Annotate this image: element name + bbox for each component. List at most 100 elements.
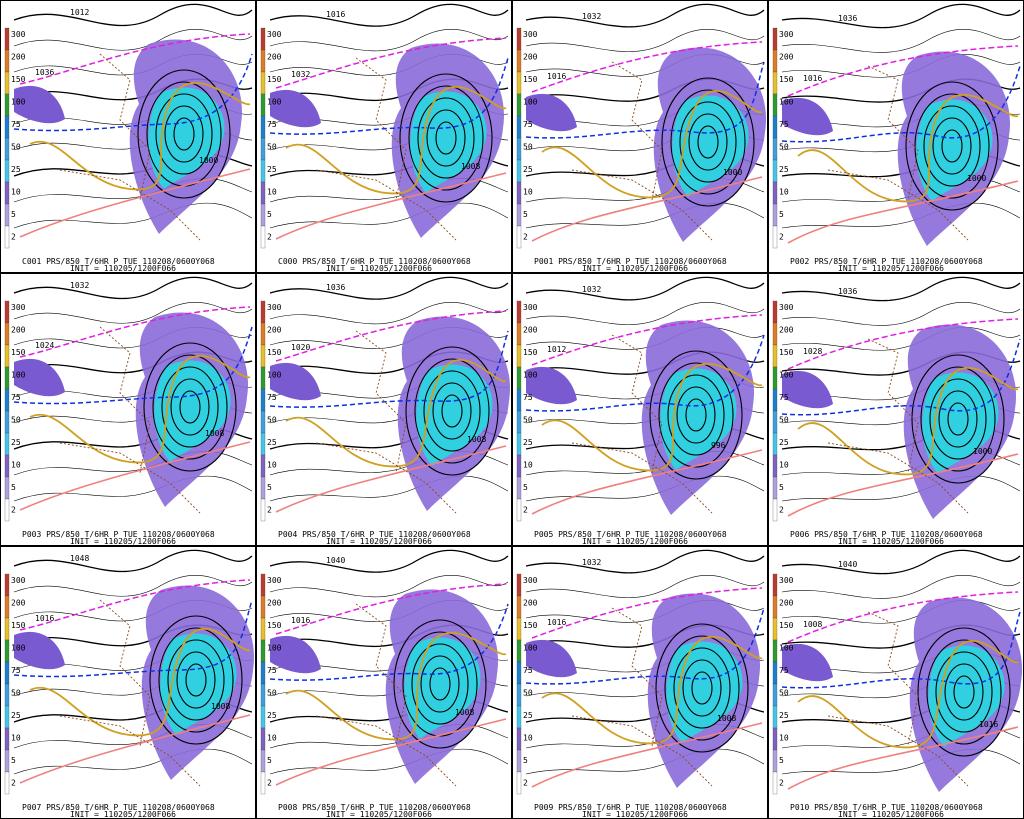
colorbar-swatch [516, 71, 522, 95]
colorbar-label: 50 [779, 416, 789, 425]
colorbar-label: 5 [523, 483, 528, 492]
colorbar-swatch [4, 617, 10, 641]
colorbar-swatch [260, 661, 266, 685]
colorbar-swatch [260, 49, 266, 73]
thickness-line [285, 358, 507, 468]
panel-caption: P007 PRS/850 T/6HR P TUE 110208/0600Y068 [22, 803, 215, 812]
colorbar-label: 2 [523, 779, 528, 788]
thickness-line [285, 631, 507, 741]
colorbar-swatch [4, 181, 10, 205]
colorbar-swatch [772, 137, 778, 161]
borders [827, 338, 969, 514]
map-panel: 300 200 150 100 75 50 25 10 5 2 1032 1024 1008 P003 P… [0, 273, 256, 546]
colorbar-label: 300 [267, 30, 282, 39]
colorbar-label: 10 [523, 734, 533, 743]
colorbar-label: 50 [523, 416, 533, 425]
colorbar-label: 200 [11, 599, 26, 608]
colorbar-label: 50 [779, 689, 789, 698]
borders [315, 603, 457, 787]
colorbar-label: 5 [779, 483, 784, 492]
isobar [781, 3, 1021, 29]
colorbar-label: 100 [267, 371, 282, 380]
contour-label: 1000 [723, 168, 742, 177]
contour-label: 1008 [717, 714, 736, 723]
colorbar-swatch [4, 137, 10, 161]
colorbar-label: 300 [267, 303, 282, 312]
freezing-line [525, 607, 765, 685]
low-isobar [664, 635, 740, 741]
colorbar-label: 50 [11, 416, 21, 425]
colorbar-label: 5 [11, 210, 16, 219]
low-isobar [417, 97, 475, 179]
colorbar-label: 150 [779, 621, 794, 630]
colorbar-label: 150 [267, 75, 282, 84]
warm-line [275, 718, 507, 786]
colorbar-label: 25 [523, 165, 533, 174]
map-panel: 300 200 150 100 75 50 25 10 5 2 1036 1016 1000 P002 P… [768, 0, 1024, 273]
colorbar-label: 25 [523, 438, 533, 447]
colorbar-swatch [260, 300, 266, 324]
low-isobar [944, 663, 984, 721]
low-isobar [673, 647, 731, 729]
colorbar-swatch [516, 49, 522, 73]
colorbar-swatch [772, 661, 778, 685]
contour-label: 1020 [291, 343, 310, 352]
colorbar-swatch [516, 203, 522, 227]
contour-label: 1032 [582, 558, 601, 567]
precip-west [14, 358, 65, 397]
contour-label: 1032 [582, 285, 601, 294]
colorbar-label: 300 [11, 576, 26, 585]
low-isobar [164, 105, 204, 163]
colorbar-swatch [260, 617, 266, 641]
contour-label: 1016 [35, 614, 54, 623]
colorbar-label: 10 [779, 734, 789, 743]
isobar [525, 276, 765, 301]
contour-label: 1016 [547, 72, 566, 81]
low-isobar [685, 398, 707, 432]
panel-caption: P010 PRS/850 T/6HR P TUE 110208/0600Y068 [790, 803, 983, 812]
colorbar-swatch [516, 595, 522, 619]
colorbar-label: 150 [267, 621, 282, 630]
colorbar-swatch [772, 617, 778, 641]
colorbar-swatch [4, 683, 10, 707]
precip-west [782, 370, 833, 409]
low-isobar [905, 81, 999, 211]
colorbar-swatch [4, 498, 10, 522]
contour-label: 1032 [582, 12, 601, 21]
precip-heavy [672, 95, 749, 197]
isobar [13, 3, 253, 27]
colorbar-label: 300 [779, 303, 794, 312]
colorbar-swatch [516, 159, 522, 183]
isobar [781, 302, 1021, 326]
low-isobar [932, 117, 972, 175]
colorbar-label: 50 [11, 143, 21, 152]
contour-label: 1008 [467, 435, 486, 444]
low-isobar [658, 362, 734, 468]
contour-label: 1000 [199, 156, 218, 165]
low-isobar [399, 73, 493, 203]
thickness-line [797, 93, 1019, 203]
borders [59, 599, 201, 787]
low-isobar [920, 366, 996, 472]
panel-caption: C000 PRS/850 T/6HR P TUE 110208/0600Y068 [278, 257, 471, 266]
contour-label: 1036 [838, 287, 857, 296]
colorbar-swatch [516, 771, 522, 795]
low-isobar [179, 390, 201, 424]
thickness-line [29, 81, 251, 191]
panel-init: INIT = 110205/1200F066 [582, 810, 688, 819]
contour-label: 1040 [326, 556, 345, 565]
colorbar-label: 200 [267, 326, 282, 335]
colorbar-label: 10 [267, 734, 277, 743]
colorbar-swatch [772, 27, 778, 51]
isobar [269, 549, 509, 573]
isobar [13, 29, 253, 51]
colorbar-swatch [260, 476, 266, 500]
low-isobar [953, 675, 975, 709]
cold-line [275, 310, 507, 362]
colorbar-label: 50 [779, 143, 789, 152]
precip-west [270, 89, 321, 128]
colorbar-swatch [260, 639, 266, 663]
colorbar-swatch [772, 432, 778, 456]
contour-label: 1008 [455, 708, 474, 717]
contour-label: 1016 [547, 618, 566, 627]
